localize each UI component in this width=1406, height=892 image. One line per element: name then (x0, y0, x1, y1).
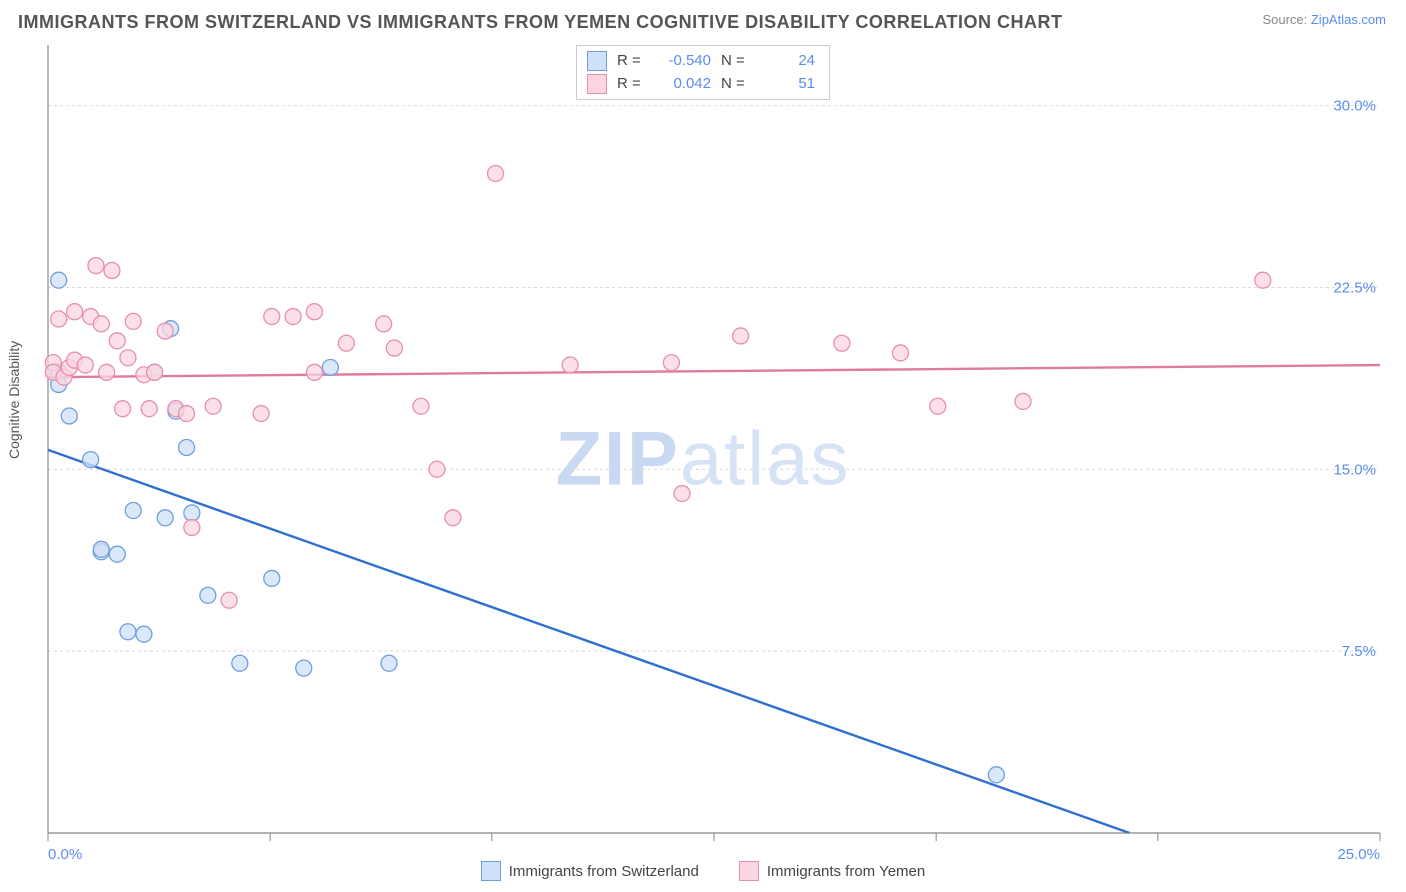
source-prefix: Source: (1262, 12, 1310, 27)
legend-swatch-switzerland (481, 861, 501, 881)
y-axis-label: Cognitive Disability (6, 341, 22, 459)
svg-text:7.5%: 7.5% (1342, 643, 1376, 660)
header: IMMIGRANTS FROM SWITZERLAND VS IMMIGRANT… (0, 0, 1406, 39)
corr-N-label: N = (721, 50, 749, 73)
legend-item-switzerland: Immigrants from Switzerland (481, 861, 699, 881)
corr-R-label: R = (617, 73, 645, 96)
corr-N-value-switzerland: 24 (759, 50, 815, 73)
corr-R-value-yemen: 0.042 (655, 73, 711, 96)
chart-svg: 7.5%15.0%22.5%30.0%0.0%25.0% (18, 39, 1388, 879)
legend-swatch-switzerland (587, 51, 607, 71)
corr-row-yemen: R = 0.042 N = 51 (587, 73, 815, 96)
corr-R-value-switzerland: -0.540 (655, 50, 711, 73)
svg-text:15.0%: 15.0% (1333, 461, 1376, 478)
svg-text:22.5%: 22.5% (1333, 279, 1376, 296)
legend-swatch-yemen (739, 861, 759, 881)
corr-R-label: R = (617, 50, 645, 73)
legend-item-yemen: Immigrants from Yemen (739, 861, 925, 881)
svg-text:30.0%: 30.0% (1333, 98, 1376, 115)
legend-swatch-yemen (587, 74, 607, 94)
corr-row-switzerland: R = -0.540 N = 24 (587, 50, 815, 73)
correlation-legend: R = -0.540 N = 24 R = 0.042 N = 51 (576, 45, 830, 100)
source-link[interactable]: ZipAtlas.com (1311, 12, 1386, 27)
bottom-legend: Immigrants from Switzerland Immigrants f… (18, 861, 1388, 881)
legend-label-switzerland: Immigrants from Switzerland (509, 863, 699, 880)
corr-N-value-yemen: 51 (759, 73, 815, 96)
source-attribution: Source: ZipAtlas.com (1262, 12, 1386, 27)
plot-area: Cognitive Disability ZIPatlas 7.5%15.0%2… (18, 39, 1388, 879)
chart-title: IMMIGRANTS FROM SWITZERLAND VS IMMIGRANT… (18, 12, 1062, 33)
corr-N-label: N = (721, 73, 749, 96)
legend-label-yemen: Immigrants from Yemen (767, 863, 925, 880)
